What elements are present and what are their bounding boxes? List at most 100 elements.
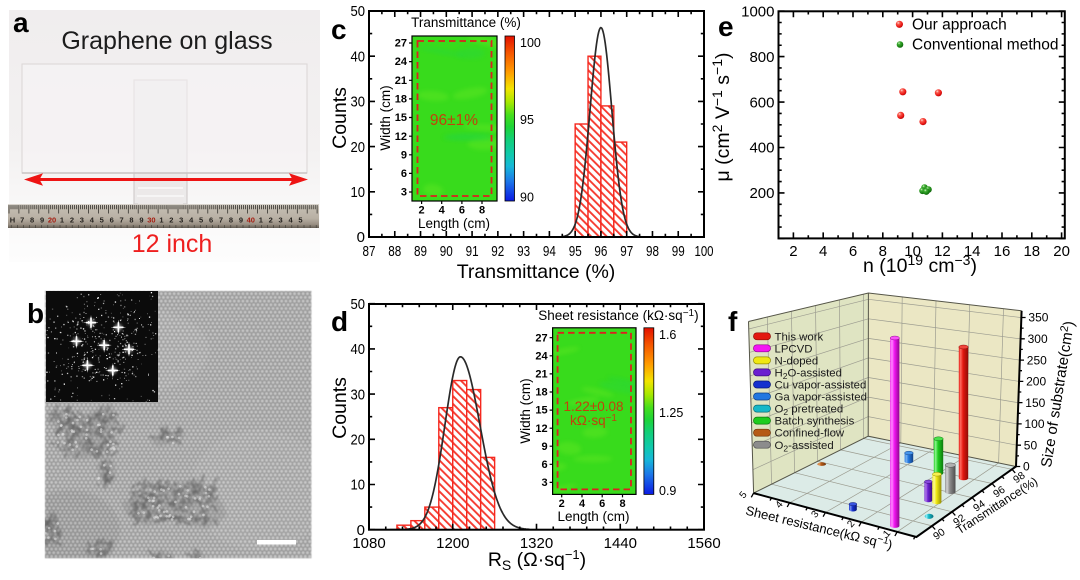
svg-text:50: 50 [351,296,366,313]
svg-text:3: 3 [80,216,84,225]
svg-text:200: 200 [749,185,774,202]
svg-text:3: 3 [541,477,547,489]
svg-text:88: 88 [388,243,401,260]
svg-text:27: 27 [395,38,407,50]
svg-text:2: 2 [559,498,565,510]
svg-text:8: 8 [879,243,887,260]
svg-text:12: 12 [934,243,951,260]
svg-text:12: 12 [395,131,407,143]
svg-text:15: 15 [395,112,407,124]
svg-text:f: f [728,306,738,337]
svg-text:3: 3 [279,216,283,225]
svg-text:100: 100 [695,243,714,260]
svg-text:16: 16 [994,243,1011,260]
svg-text:1: 1 [259,216,263,225]
svg-text:10: 10 [351,184,366,201]
svg-text:96: 96 [594,243,607,260]
svg-text:200: 200 [1026,375,1046,389]
svg-text:8: 8 [619,498,625,510]
svg-text:8: 8 [30,216,34,225]
svg-text:89: 89 [414,243,427,260]
svg-text:100: 100 [520,36,541,50]
svg-text:6: 6 [599,498,605,510]
svg-text:6: 6 [541,459,547,471]
svg-text:9: 9 [139,216,143,225]
svg-text:This work: This work [775,331,824,343]
svg-text:4: 4 [819,243,827,260]
svg-text:250: 250 [1027,353,1047,367]
svg-text:18: 18 [395,94,407,106]
svg-text:c: c [331,14,347,45]
svg-text:95: 95 [569,243,582,260]
svg-text:LPCVD: LPCVD [775,343,813,355]
svg-text:20: 20 [48,216,56,225]
svg-text:O2-assisted: O2-assisted [775,440,834,454]
svg-text:4: 4 [289,216,294,225]
svg-text:6: 6 [849,243,857,260]
svg-text:RS (Ω·sq−1): RS (Ω·sq−1) [488,547,586,573]
svg-text:4: 4 [189,216,194,225]
svg-text:30: 30 [351,386,366,403]
svg-text:2: 2 [169,216,173,225]
svg-text:Sheet resistance (kΩ·sq−1): Sheet resistance (kΩ·sq−1) [538,308,698,323]
svg-text:0: 0 [357,522,365,539]
svg-text:10: 10 [351,477,366,494]
svg-text:40: 40 [351,48,366,65]
svg-text:1.22±0.08: 1.22±0.08 [564,399,624,414]
svg-text:20: 20 [351,432,366,449]
svg-text:8: 8 [229,216,233,225]
svg-text:7: 7 [20,216,24,225]
svg-text:21: 21 [535,369,547,381]
svg-text:14: 14 [964,243,981,260]
svg-text:1000: 1000 [741,3,774,20]
svg-text:Ga vapor-assisted: Ga vapor-assisted [775,392,867,404]
svg-text:50: 50 [351,3,366,20]
svg-text:15: 15 [535,405,547,417]
svg-text:92: 92 [491,243,504,260]
svg-text:2: 2 [845,518,857,530]
svg-text:2: 2 [419,205,425,217]
svg-text:98: 98 [646,243,659,260]
svg-text:6: 6 [401,168,407,180]
svg-text:12: 12 [535,423,547,435]
svg-text:8: 8 [479,205,485,217]
svg-text:9: 9 [401,149,407,161]
svg-text:1200: 1200 [436,535,469,552]
svg-text:μ (cm2 V−1 s−1): μ (cm2 V−1 s−1) [710,53,734,182]
svg-text:4: 4 [774,499,786,511]
svg-text:5: 5 [298,216,302,225]
svg-text:9: 9 [40,216,44,225]
svg-text:0.9: 0.9 [659,484,676,498]
svg-text:1080: 1080 [352,535,385,552]
svg-text:93: 93 [517,243,530,260]
svg-text:Width (cm): Width (cm) [518,378,533,443]
svg-text:Length (cm): Length (cm) [557,509,629,524]
svg-text:2: 2 [70,216,74,225]
svg-text:50: 50 [1024,438,1038,452]
svg-text:1320: 1320 [520,535,553,552]
svg-text:2: 2 [789,243,797,260]
svg-text:Conventional method: Conventional method [912,37,1059,54]
svg-text:40: 40 [247,216,255,225]
svg-text:87: 87 [363,243,376,260]
svg-text:Counts: Counts [330,377,351,439]
svg-text:1.25: 1.25 [659,406,683,420]
svg-text:7: 7 [219,216,223,225]
svg-text:4: 4 [439,205,446,217]
svg-text:Graphene on glass: Graphene on glass [61,27,272,55]
svg-text:6: 6 [459,205,465,217]
svg-text:96±1%: 96±1% [430,112,478,129]
svg-text:90: 90 [520,191,534,205]
svg-text:21: 21 [395,75,407,87]
svg-text:Cu vapor-assisted: Cu vapor-assisted [775,380,867,392]
svg-text:8: 8 [129,216,133,225]
svg-text:9: 9 [541,441,547,453]
svg-text:1: 1 [159,216,163,225]
svg-text:9: 9 [239,216,243,225]
svg-text:3: 3 [401,187,407,199]
svg-text:30: 30 [147,216,155,225]
svg-text:97: 97 [620,243,633,260]
svg-text:99: 99 [672,243,685,260]
svg-text:3: 3 [179,216,183,225]
svg-text:150: 150 [1025,396,1045,410]
